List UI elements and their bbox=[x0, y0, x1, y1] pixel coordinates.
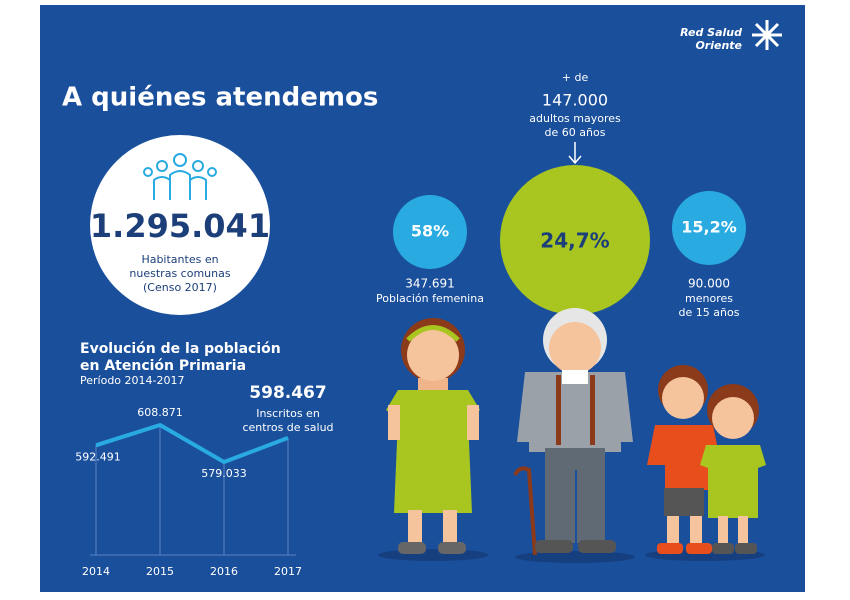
people-icon bbox=[143, 153, 217, 200]
highlight-value: 598.467 bbox=[249, 383, 326, 403]
annotation: centros de salud bbox=[242, 421, 333, 434]
chart-title: Evolución de la población bbox=[80, 341, 281, 357]
population-value: 1.295.041 bbox=[90, 207, 270, 245]
group-label: Población femenina bbox=[376, 292, 484, 305]
group-percent: 15,2% bbox=[681, 218, 737, 237]
x-tick-label: 2014 bbox=[82, 565, 110, 578]
heading: A quiénes atendemos bbox=[62, 83, 378, 113]
value-label: 579.033 bbox=[201, 467, 247, 480]
group-label: de 60 años bbox=[545, 126, 606, 139]
group-count: 347.691 bbox=[405, 277, 455, 291]
value-label: 592.491 bbox=[75, 450, 121, 463]
group-count: 90.000 bbox=[688, 277, 730, 291]
group-percent: 24,7% bbox=[540, 229, 609, 253]
group-percent: 58% bbox=[411, 222, 449, 241]
x-tick-label: 2016 bbox=[210, 565, 238, 578]
x-tick-label: 2017 bbox=[274, 565, 302, 578]
value-label: 608.871 bbox=[137, 406, 183, 419]
annotation: Inscritos en bbox=[256, 407, 320, 420]
group-count: 147.000 bbox=[542, 91, 608, 110]
arrow bbox=[568, 142, 582, 165]
group-label: adultos mayores bbox=[529, 112, 621, 125]
population-label: nuestras comunas bbox=[129, 267, 230, 280]
logo-text: Red Salud bbox=[680, 26, 742, 39]
x-tick-label: 2015 bbox=[146, 565, 174, 578]
group-label: de 15 años bbox=[679, 306, 740, 319]
group-circle bbox=[393, 195, 467, 269]
population-label: Habitantes en bbox=[141, 253, 218, 266]
logo-icon bbox=[752, 20, 782, 50]
chart-subtitle: Período 2014-2017 bbox=[80, 374, 184, 387]
group-circle bbox=[500, 165, 650, 315]
man-illustration bbox=[513, 308, 635, 563]
woman-illustration bbox=[378, 318, 488, 561]
chart-title: en Atención Primaria bbox=[80, 358, 246, 374]
group-label: menores bbox=[685, 292, 733, 305]
population-circle bbox=[90, 135, 270, 315]
children-illustration bbox=[645, 365, 766, 561]
line bbox=[95, 423, 289, 464]
population-label: (Censo 2017) bbox=[143, 281, 217, 294]
group-circle bbox=[672, 191, 746, 265]
group-prefix: + de bbox=[562, 71, 589, 84]
logo-text: Oriente bbox=[695, 39, 742, 52]
